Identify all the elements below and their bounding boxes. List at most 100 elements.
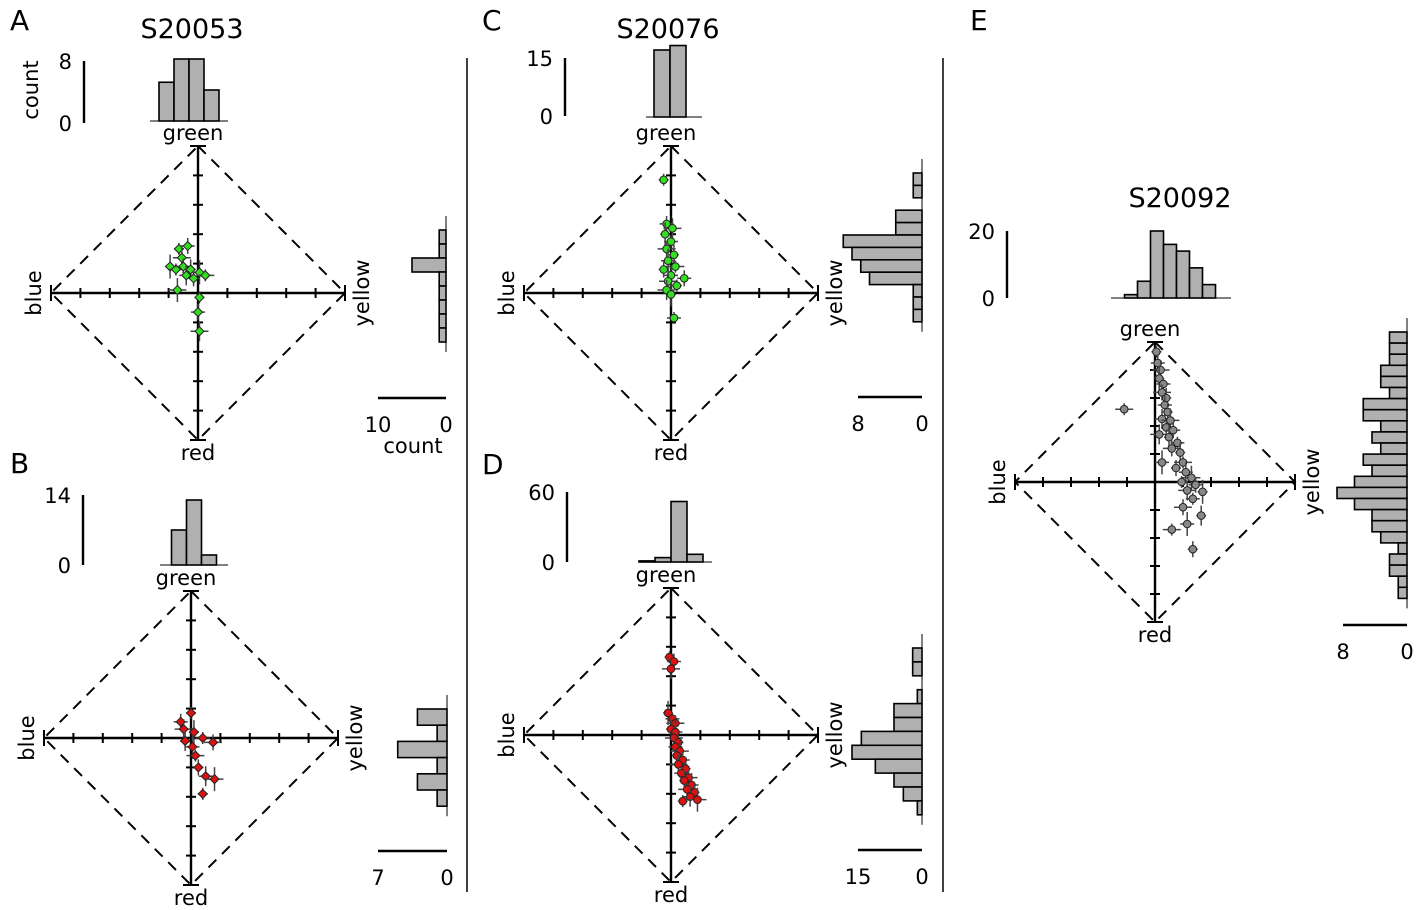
data-point [1188, 544, 1198, 554]
right-hist-bar [1388, 564, 1408, 577]
data-point [187, 741, 198, 753]
data-point [179, 735, 191, 747]
panel-title: S20076 [616, 14, 719, 45]
data-point [674, 760, 683, 769]
top-hist-bar [686, 553, 704, 563]
top-hist-bar [200, 554, 218, 566]
top-hist-bar [188, 58, 205, 122]
data-point [197, 788, 208, 800]
right-hist-bar [902, 786, 923, 802]
right-hist-bar [911, 661, 923, 677]
data-point [194, 326, 205, 337]
top-hist-scale-label: count [19, 60, 43, 119]
data-point [659, 175, 668, 185]
right-hist-bar [1371, 464, 1408, 478]
data-point [200, 270, 211, 281]
data-point [1188, 494, 1198, 504]
top-hist-bar [158, 81, 175, 122]
dashed-diamond [49, 144, 347, 442]
label-yellow: yellow [343, 704, 367, 771]
right-hist-bar [1388, 353, 1408, 367]
right-hist-bar [912, 184, 923, 199]
right-hist-scale-min: 0 [440, 866, 453, 890]
right-hist-bar [868, 271, 923, 286]
data-point [1175, 448, 1185, 457]
right-hist-bar [1379, 364, 1408, 378]
right-hist-bar [416, 772, 448, 791]
label-green: green [636, 563, 697, 587]
right-hist-bar [438, 271, 447, 287]
right-hist-bar [438, 299, 447, 315]
right-hist-scale-max: 15 [845, 865, 872, 889]
data-point [1196, 511, 1206, 520]
data-point [1173, 438, 1182, 448]
data-point [1168, 425, 1178, 435]
top-hist-scale-min: 0 [540, 105, 553, 129]
data-point [193, 762, 204, 773]
panel-letter: E [970, 4, 988, 37]
data-point [659, 265, 668, 274]
data-point [192, 306, 204, 318]
top-hist-bar [1188, 267, 1204, 299]
data-point [1159, 379, 1168, 389]
data-point [1167, 444, 1177, 453]
data-point [685, 792, 695, 802]
right-hist-bar [1388, 342, 1408, 356]
label-green: green [156, 566, 217, 590]
data-point [668, 224, 677, 233]
top-hist-bar [173, 58, 190, 122]
right-hist-bar [842, 234, 923, 249]
right-hist-bar [438, 327, 447, 343]
right-hist-bar [860, 730, 923, 747]
label-blue: blue [495, 712, 519, 757]
data-point [181, 270, 192, 281]
panel-letter: D [482, 448, 504, 481]
right-hist-bar [916, 688, 923, 705]
top-hist-scale-max: 20 [968, 220, 995, 244]
right-hist-bar [436, 756, 448, 775]
right-hist-bar [1379, 375, 1408, 389]
label-red: red [1138, 623, 1172, 647]
top-hist-bar [1175, 250, 1191, 299]
right-hist-bar [894, 221, 923, 236]
top-hist-scale-max: 14 [44, 484, 71, 508]
label-yellow: yellow [823, 701, 847, 768]
data-point [1161, 393, 1171, 403]
right-hist-bar [1362, 453, 1408, 467]
data-point [1163, 407, 1172, 417]
right-hist-bar [912, 296, 923, 311]
right-hist-bar [1379, 419, 1408, 433]
data-point [178, 723, 189, 735]
right-hist-bar [893, 772, 923, 788]
right-hist-bar [1371, 508, 1408, 522]
data-point [679, 776, 689, 785]
data-point [194, 292, 205, 303]
data-point [672, 281, 682, 290]
panel-c: C S20076 green red blue yellow 15 0 8 0 [482, 4, 929, 465]
label-blue: blue [22, 270, 46, 315]
data-point [663, 256, 673, 265]
right-hist-bar [1397, 586, 1408, 600]
right-hist-bar [1336, 486, 1408, 500]
top-hist-scale-min: 0 [58, 554, 71, 578]
data-point [1164, 432, 1174, 442]
right-hist-bar [1388, 331, 1408, 344]
data-point [666, 290, 676, 299]
label-blue: blue [495, 270, 519, 315]
right-hist-bar [438, 229, 447, 245]
right-hist-bar [1388, 386, 1408, 400]
top-hist-bar [1123, 293, 1139, 299]
label-red: red [174, 886, 208, 910]
right-hist-scale-max: 8 [851, 412, 864, 436]
right-hist-bar [911, 647, 923, 663]
right-hist-scale-min: 0 [915, 865, 928, 889]
top-hist-bar [1149, 230, 1165, 299]
top-hist-scale-max: 60 [528, 481, 555, 505]
right-hist-bar [1397, 542, 1408, 555]
top-hist-bar [669, 44, 687, 118]
data-point [679, 274, 689, 283]
right-hist-bar [1362, 397, 1408, 411]
data-point [671, 262, 680, 271]
